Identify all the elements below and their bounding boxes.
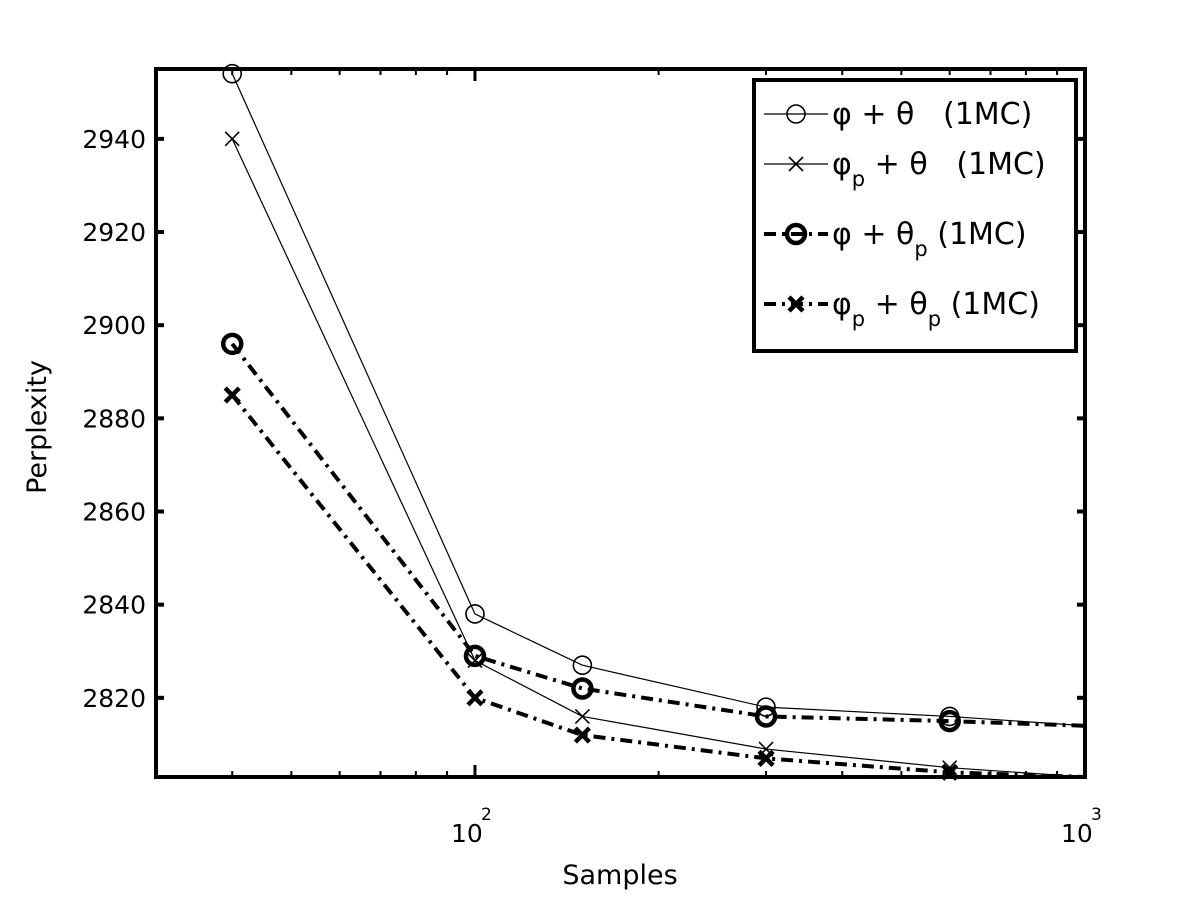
legend-label-part: + θ <box>865 287 928 322</box>
x-marker-stroke <box>224 131 240 147</box>
legend-label: φp + θ (1MC) <box>832 147 1046 191</box>
legend-label-part: (1MC) <box>928 147 1046 182</box>
x-marker-stroke <box>574 708 590 725</box>
legend-box <box>752 78 1078 353</box>
series-4-point <box>223 386 241 404</box>
x-tick-label-exponent: 2 <box>481 805 492 825</box>
legend-entry-3: φ + θp (1MC) <box>764 217 1027 261</box>
legend-entry-4: φp + θp (1MC) <box>764 287 1040 331</box>
legend-label-part: + θ <box>852 217 915 252</box>
legend-label-part: p <box>914 237 927 261</box>
legend-label-part: p <box>852 307 865 331</box>
legend-marker <box>784 222 808 246</box>
series-3-point <box>463 644 487 668</box>
series-1-point <box>222 63 243 84</box>
x-marker-stroke <box>788 156 804 172</box>
legend-label: φ + θ (1MC) <box>832 97 1032 132</box>
legend-marker <box>787 295 805 313</box>
legend-label-part: + θ <box>852 97 915 132</box>
x-marker-stroke <box>223 386 241 404</box>
legend-label: φp + θp (1MC) <box>832 287 1040 331</box>
legend-label-part: + θ <box>865 147 928 182</box>
y-tick-label: 2920 <box>82 218 146 247</box>
series-1-line <box>231 73 1086 727</box>
y-tick-label: 2860 <box>82 498 146 527</box>
series-4-point <box>573 726 591 744</box>
x-marker-stroke <box>573 726 591 744</box>
series-3-point <box>571 677 594 700</box>
x-tick-label: 102 <box>451 805 492 848</box>
series-2 <box>224 131 1086 778</box>
y-tick-label: 2880 <box>82 404 146 433</box>
legend-label-part: p <box>852 167 865 191</box>
series-1-point <box>572 655 593 676</box>
series-2-point <box>224 131 240 147</box>
legend-label-part: φ <box>832 287 852 322</box>
legend-label-part: φ <box>832 217 852 252</box>
x-tick-label-exponent: 3 <box>1091 805 1102 825</box>
x-tick-label-base: 10 <box>451 819 483 848</box>
legend: φ + θ (1MC)φp + θ (1MC)φ + θp (1MC)φp + … <box>752 78 1078 353</box>
x-marker-stroke <box>466 689 484 707</box>
series-1-point <box>465 604 485 624</box>
x-tick-label-base: 10 <box>1061 819 1093 848</box>
y-tick-label: 2820 <box>82 684 146 713</box>
series-3-line <box>230 342 1086 728</box>
series-3-point <box>754 705 778 728</box>
legend-entry-1: φ + θ (1MC) <box>764 97 1032 132</box>
series-4-point <box>466 689 484 707</box>
y-axis-label: Perplexity <box>22 360 53 494</box>
plot-frame <box>154 67 1087 779</box>
legend-marker <box>786 104 806 124</box>
series-layer <box>220 63 1086 781</box>
x-axis-label: Samples <box>562 860 677 891</box>
legend-label-part: (1MC) <box>914 97 1032 132</box>
legend-label-part: φ <box>832 147 852 182</box>
series-4-point <box>757 749 775 767</box>
legend-label-part: (1MC) <box>928 217 1027 252</box>
y-tick-label: 2940 <box>82 125 146 154</box>
x-marker-stroke <box>787 295 805 313</box>
legend-label: φ + θp (1MC) <box>832 217 1027 261</box>
legend-label-part: (1MC) <box>941 287 1040 322</box>
legend-marker <box>788 156 804 172</box>
legend-label-part: p <box>928 307 941 331</box>
legend-label-part: φ <box>832 97 852 132</box>
x-tick-label: 103 <box>1061 805 1102 848</box>
y-tick-label: 2840 <box>82 591 146 620</box>
series-4-line <box>230 393 1086 779</box>
series-3-point <box>220 332 244 356</box>
series-3 <box>220 332 1086 733</box>
y-tick-label: 2900 <box>82 311 146 340</box>
series-3-point <box>938 709 961 733</box>
series-2-point <box>574 708 590 725</box>
x-marker-stroke <box>757 749 775 767</box>
series-2-line <box>231 138 1086 778</box>
legend-entry-2: φp + θ (1MC) <box>764 147 1046 191</box>
